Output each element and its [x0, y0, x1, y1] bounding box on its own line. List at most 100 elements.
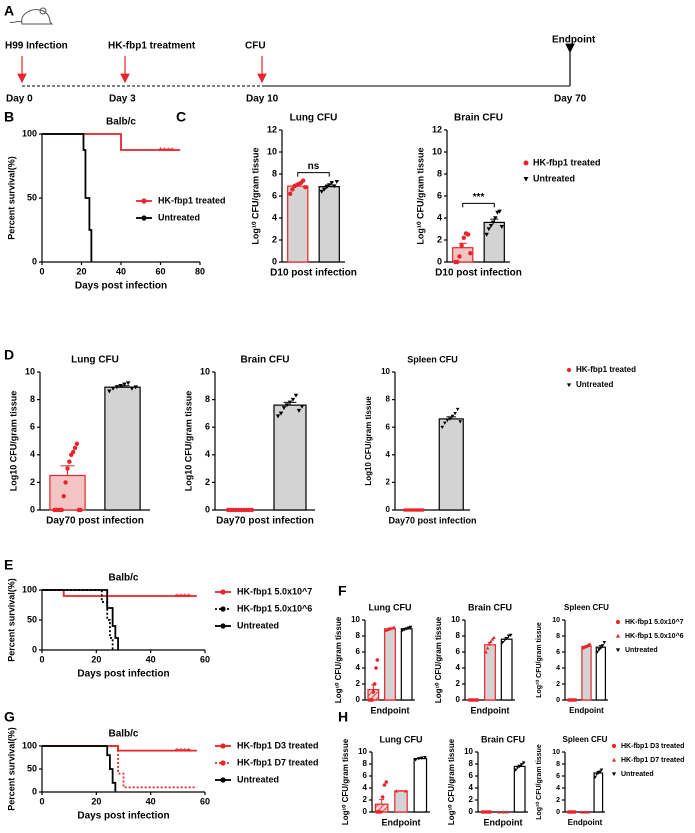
- data-point: [72, 445, 78, 451]
- y-tick-label: 4: [469, 783, 474, 792]
- y-tick-label: 10: [267, 146, 277, 156]
- data-point: [489, 639, 493, 644]
- legend-marker: [220, 760, 226, 766]
- data-point: [459, 243, 464, 248]
- x-axis-label: Days post infection: [75, 281, 167, 292]
- chart-title: Brain CFU: [481, 734, 525, 744]
- bar: [394, 790, 408, 813]
- y-tick-label: 10: [351, 615, 360, 624]
- x-tick-label: 40: [146, 654, 156, 664]
- chart-title: Balb/c: [108, 573, 138, 584]
- data-point: [299, 404, 305, 409]
- bar: [400, 628, 413, 701]
- y-tick-label: 0: [32, 786, 37, 796]
- data-point: [488, 810, 493, 814]
- data-point: [513, 768, 518, 772]
- chart-title: Lung CFU: [380, 734, 423, 744]
- data-point: [596, 771, 601, 775]
- y-tick-label: 50: [27, 614, 37, 624]
- bar: [581, 645, 592, 701]
- data-point: [303, 185, 308, 190]
- x-axis-label: D10 post infection: [270, 268, 357, 279]
- x-tick-label: 40: [116, 266, 126, 276]
- data-point: [374, 666, 378, 670]
- data-point: [573, 810, 577, 814]
- data-point: [70, 449, 76, 455]
- y-axis-label: Log10 CFU/gram tissue: [183, 391, 193, 492]
- data-point: [378, 810, 383, 814]
- data-point: [440, 425, 445, 429]
- chart-title: Brain CFU: [241, 355, 290, 366]
- mouse-icon: [9, 7, 54, 25]
- significance-bracket: [462, 202, 495, 208]
- y-tick-label: 4: [272, 212, 277, 222]
- y-tick-label: 2: [30, 477, 35, 487]
- y-tick-label: 0: [30, 504, 35, 514]
- y-axis-label: Log¹⁰ CFU/gram tissue: [334, 616, 343, 703]
- data-point: [458, 420, 463, 424]
- legend-marker: [220, 777, 226, 783]
- panel-label: D: [4, 347, 14, 363]
- data-point: [394, 789, 399, 793]
- legend-marker: [523, 177, 529, 182]
- data-point: [505, 810, 509, 814]
- y-axis-label: Log10 CFU/gram tissue: [8, 391, 18, 492]
- data-point: [519, 763, 524, 767]
- y-axis-label: Percent survival(%): [6, 727, 16, 811]
- legend-label: HK-fbp1 D3 treated: [237, 740, 319, 750]
- x-tick-label: 20: [76, 266, 86, 276]
- legend-label: Untreated: [621, 771, 654, 778]
- y-tick-label: 0: [32, 256, 37, 266]
- data-point: [599, 646, 603, 650]
- y-tick-label: 0: [456, 695, 461, 704]
- data-point: [290, 397, 296, 402]
- y-tick-label: 4: [556, 665, 560, 672]
- panel-label: B: [4, 109, 14, 125]
- y-tick-label: 6: [437, 190, 442, 200]
- y-tick-label: 0: [356, 695, 361, 704]
- data-point: [468, 251, 473, 256]
- day-label: Day 0: [6, 94, 33, 105]
- data-point: [61, 494, 66, 499]
- y-tick-label: 2: [556, 797, 560, 804]
- data-point: [595, 650, 600, 654]
- y-tick-label: 8: [272, 168, 277, 178]
- data-point: [332, 184, 337, 189]
- x-axis-label: Endpoint: [382, 817, 421, 827]
- y-tick-label: 8: [30, 394, 35, 404]
- legend-label: HK-fbp1 treated: [158, 195, 226, 205]
- data-point: [107, 389, 112, 394]
- data-point: [334, 179, 340, 184]
- x-axis-label: D10 post infection: [435, 268, 522, 279]
- y-tick-label: 6: [556, 649, 560, 656]
- significance-bracket: [297, 172, 330, 177]
- data-point: [290, 187, 295, 192]
- panel-label: E: [4, 557, 13, 573]
- chart-title: Lung CFU: [71, 355, 119, 366]
- y-tick-label: 0: [272, 256, 277, 266]
- y-tick-label: 8: [456, 631, 461, 640]
- day-label: Day 3: [109, 94, 136, 105]
- x-axis-label: Day70 post infection: [388, 515, 476, 525]
- chart-title: Brain CFU: [454, 113, 503, 124]
- data-point: [500, 640, 505, 645]
- data-point: [499, 225, 505, 229]
- chart-title: Brain CFU: [468, 602, 512, 612]
- y-tick-label: 2: [469, 795, 474, 804]
- y-tick-label: 100: [22, 128, 37, 138]
- data-point: [475, 698, 480, 702]
- y-tick-label: 2: [272, 234, 277, 244]
- x-axis-label: Endpoint: [371, 705, 410, 715]
- data-point: [278, 411, 284, 416]
- x-axis-label: Days post infection: [77, 669, 169, 680]
- data-point: [580, 810, 584, 814]
- x-axis-label: Day70 post infection: [46, 516, 144, 527]
- data-point: [598, 770, 602, 774]
- data-point: [110, 386, 116, 391]
- event-label: HK-fbp1 treatment: [108, 41, 196, 52]
- bar: [104, 386, 141, 511]
- chart-title: Balb/c: [108, 729, 138, 740]
- chart-title: Spleen CFU: [564, 603, 609, 612]
- data-point: [406, 626, 411, 630]
- data-point: [594, 772, 599, 776]
